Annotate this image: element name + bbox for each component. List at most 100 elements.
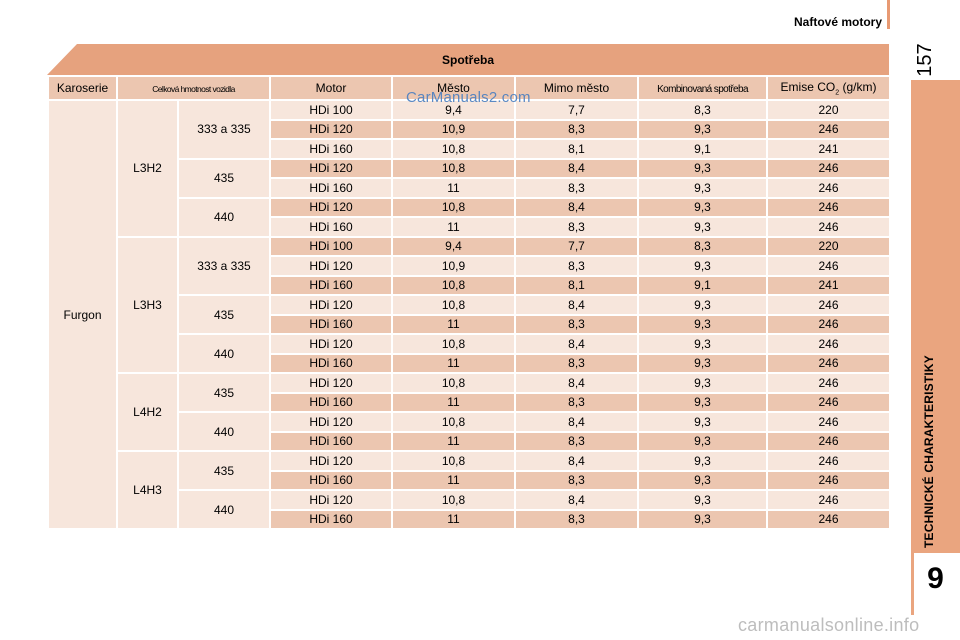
engine-cell: HDi 160: [269, 508, 393, 530]
table-row: HDi 120 10,9 8,3 9,3 246: [48, 255, 891, 277]
chapter-side-band: [911, 80, 960, 560]
engine-cell: HDi 120: [269, 294, 393, 316]
engine-cell: HDi 120: [269, 157, 393, 179]
emission-cell: 246: [766, 313, 891, 335]
urban-cell: 11: [391, 313, 516, 335]
engine-cell: HDi 160: [269, 177, 393, 199]
combined-cell: 9,3: [637, 118, 768, 140]
table-row: L4H2 435 HDi 120 10,8 8,4 9,3 246: [48, 372, 891, 452]
extra-urban-cell: 8,3: [514, 469, 639, 491]
chapter-number: 9: [927, 562, 944, 595]
column-header-gross-weight: Celková hmotnost vozidla: [116, 75, 271, 101]
urban-cell: 10,9: [391, 118, 516, 140]
table-row: 440 HDi 120 10,8 8,4 9,3 246: [48, 333, 891, 374]
combined-cell: 9,1: [637, 138, 768, 160]
urban-cell: 10,8: [391, 450, 516, 472]
emission-cell: 246: [766, 216, 891, 238]
urban-cell: 11: [391, 352, 516, 374]
combined-cell: 9,3: [637, 430, 768, 452]
emission-cell: 246: [766, 157, 891, 179]
header-rule: [887, 0, 890, 29]
column-header-emission: Emise CO2 (g/km): [766, 75, 891, 101]
column-header-engine: Motor: [269, 75, 393, 101]
urban-cell: 10,8: [391, 333, 516, 355]
column-header-extra-urban: Mimo město: [514, 75, 639, 101]
emission-cell: 246: [766, 255, 891, 277]
gross-weight-cell: 440: [177, 333, 271, 374]
emission-cell: 246: [766, 391, 891, 413]
combined-label: Kombinovaná spotřeba: [657, 84, 748, 95]
emission-cell: 220: [766, 99, 891, 121]
urban-cell: 11: [391, 469, 516, 491]
gross-weight-cell: 440: [177, 489, 271, 530]
extra-urban-cell: 8,3: [514, 313, 639, 335]
version-cell: L3H2: [116, 99, 179, 238]
engine-cell: HDi 120: [269, 255, 393, 277]
urban-cell: 11: [391, 430, 516, 452]
table-row: Furgon L3H2 333 a 335 HDi 100 9,4 7,7 8,3 220: [47, 99, 891, 530]
engine-cell: HDi 100: [269, 235, 393, 257]
body-type-cell: Furgon: [47, 99, 118, 530]
extra-urban-cell: 8,3: [514, 508, 639, 530]
consumption-table: Karoserie Celková hmotnost vozidla Motor…: [47, 75, 891, 530]
urban-cell: 10,9: [391, 255, 516, 277]
engine-cell: HDi 120: [269, 118, 393, 140]
gross-weight-cell: 435: [177, 294, 271, 335]
extra-urban-cell: 8,3: [514, 391, 639, 413]
engine-cell: HDi 120: [269, 489, 393, 511]
extra-urban-cell: 8,4: [514, 411, 639, 433]
urban-cell: 10,8: [391, 157, 516, 179]
combined-cell: 9,3: [637, 177, 768, 199]
emission-cell: 220: [766, 235, 891, 257]
engine-cell: HDi 120: [269, 333, 393, 355]
emission-cell: 241: [766, 274, 891, 296]
urban-cell: 11: [391, 508, 516, 530]
column-header-combined: Kombinovaná spotřeba: [637, 75, 768, 101]
combined-cell: 9,3: [637, 489, 768, 511]
gross-weight-cell: 440: [177, 196, 271, 238]
extra-urban-cell: 8,3: [514, 216, 639, 238]
urban-cell: 9,4: [391, 235, 516, 257]
table-row: HDi 160 11 8,3 9,3 246: [48, 508, 891, 530]
version-cell: L4H2: [116, 372, 179, 452]
combined-cell: 9,3: [637, 372, 768, 394]
extra-urban-cell: 7,7: [514, 235, 639, 257]
emission-cell: 246: [766, 333, 891, 355]
combined-cell: 9,3: [637, 352, 768, 374]
watermark-carmanuals2: CarManuals2.com: [406, 89, 531, 106]
engine-cell: HDi 160: [269, 430, 393, 452]
combined-cell: 9,3: [637, 469, 768, 491]
gross-weight-cell: 333 a 335: [177, 235, 271, 296]
combined-cell: 9,3: [637, 391, 768, 413]
emission-cell: 246: [766, 177, 891, 199]
extra-urban-cell: 8,3: [514, 118, 639, 140]
table-body: Furgon L3H2 333 a 335 HDi 100 9,4 7,7 8,3 220 HD…: [47, 99, 891, 530]
table-row: HDi 160 11 8,3 9,3 246: [48, 430, 891, 452]
emission-cell: 246: [766, 489, 891, 511]
engine-cell: HDi 160: [269, 274, 393, 296]
table-title: Spotřeba: [441, 52, 494, 67]
emission-cell: 246: [766, 430, 891, 452]
engine-cell: HDi 160: [269, 216, 393, 238]
extra-urban-cell: 8,4: [514, 196, 639, 218]
urban-cell: 10,8: [391, 489, 516, 511]
extra-urban-cell: 8,3: [514, 177, 639, 199]
page-number: 157: [913, 43, 936, 77]
engine-cell: HDi 120: [269, 196, 393, 218]
emission-cell: 246: [766, 196, 891, 218]
extra-urban-cell: 8,3: [514, 255, 639, 277]
table-row: HDi 160 11 8,3 9,3 246: [48, 177, 891, 199]
engine-cell: HDi 160: [269, 352, 393, 374]
extra-urban-cell: 8,4: [514, 489, 639, 511]
engine-cell: HDi 160: [269, 313, 393, 335]
extra-urban-cell: 7,7: [514, 99, 639, 121]
combined-cell: 9,3: [637, 313, 768, 335]
extra-urban-cell: 8,3: [514, 352, 639, 374]
extra-urban-cell: 8,4: [514, 294, 639, 316]
engine-cell: HDi 160: [269, 138, 393, 160]
table-row: HDi 160 11 8,3 9,3 246: [48, 216, 891, 238]
table-row: HDi 120 10,9 8,3 9,3 246: [48, 118, 891, 140]
combined-cell: 9,3: [637, 333, 768, 355]
engine-cell: HDi 160: [269, 391, 393, 413]
urban-cell: 10,8: [391, 411, 516, 433]
